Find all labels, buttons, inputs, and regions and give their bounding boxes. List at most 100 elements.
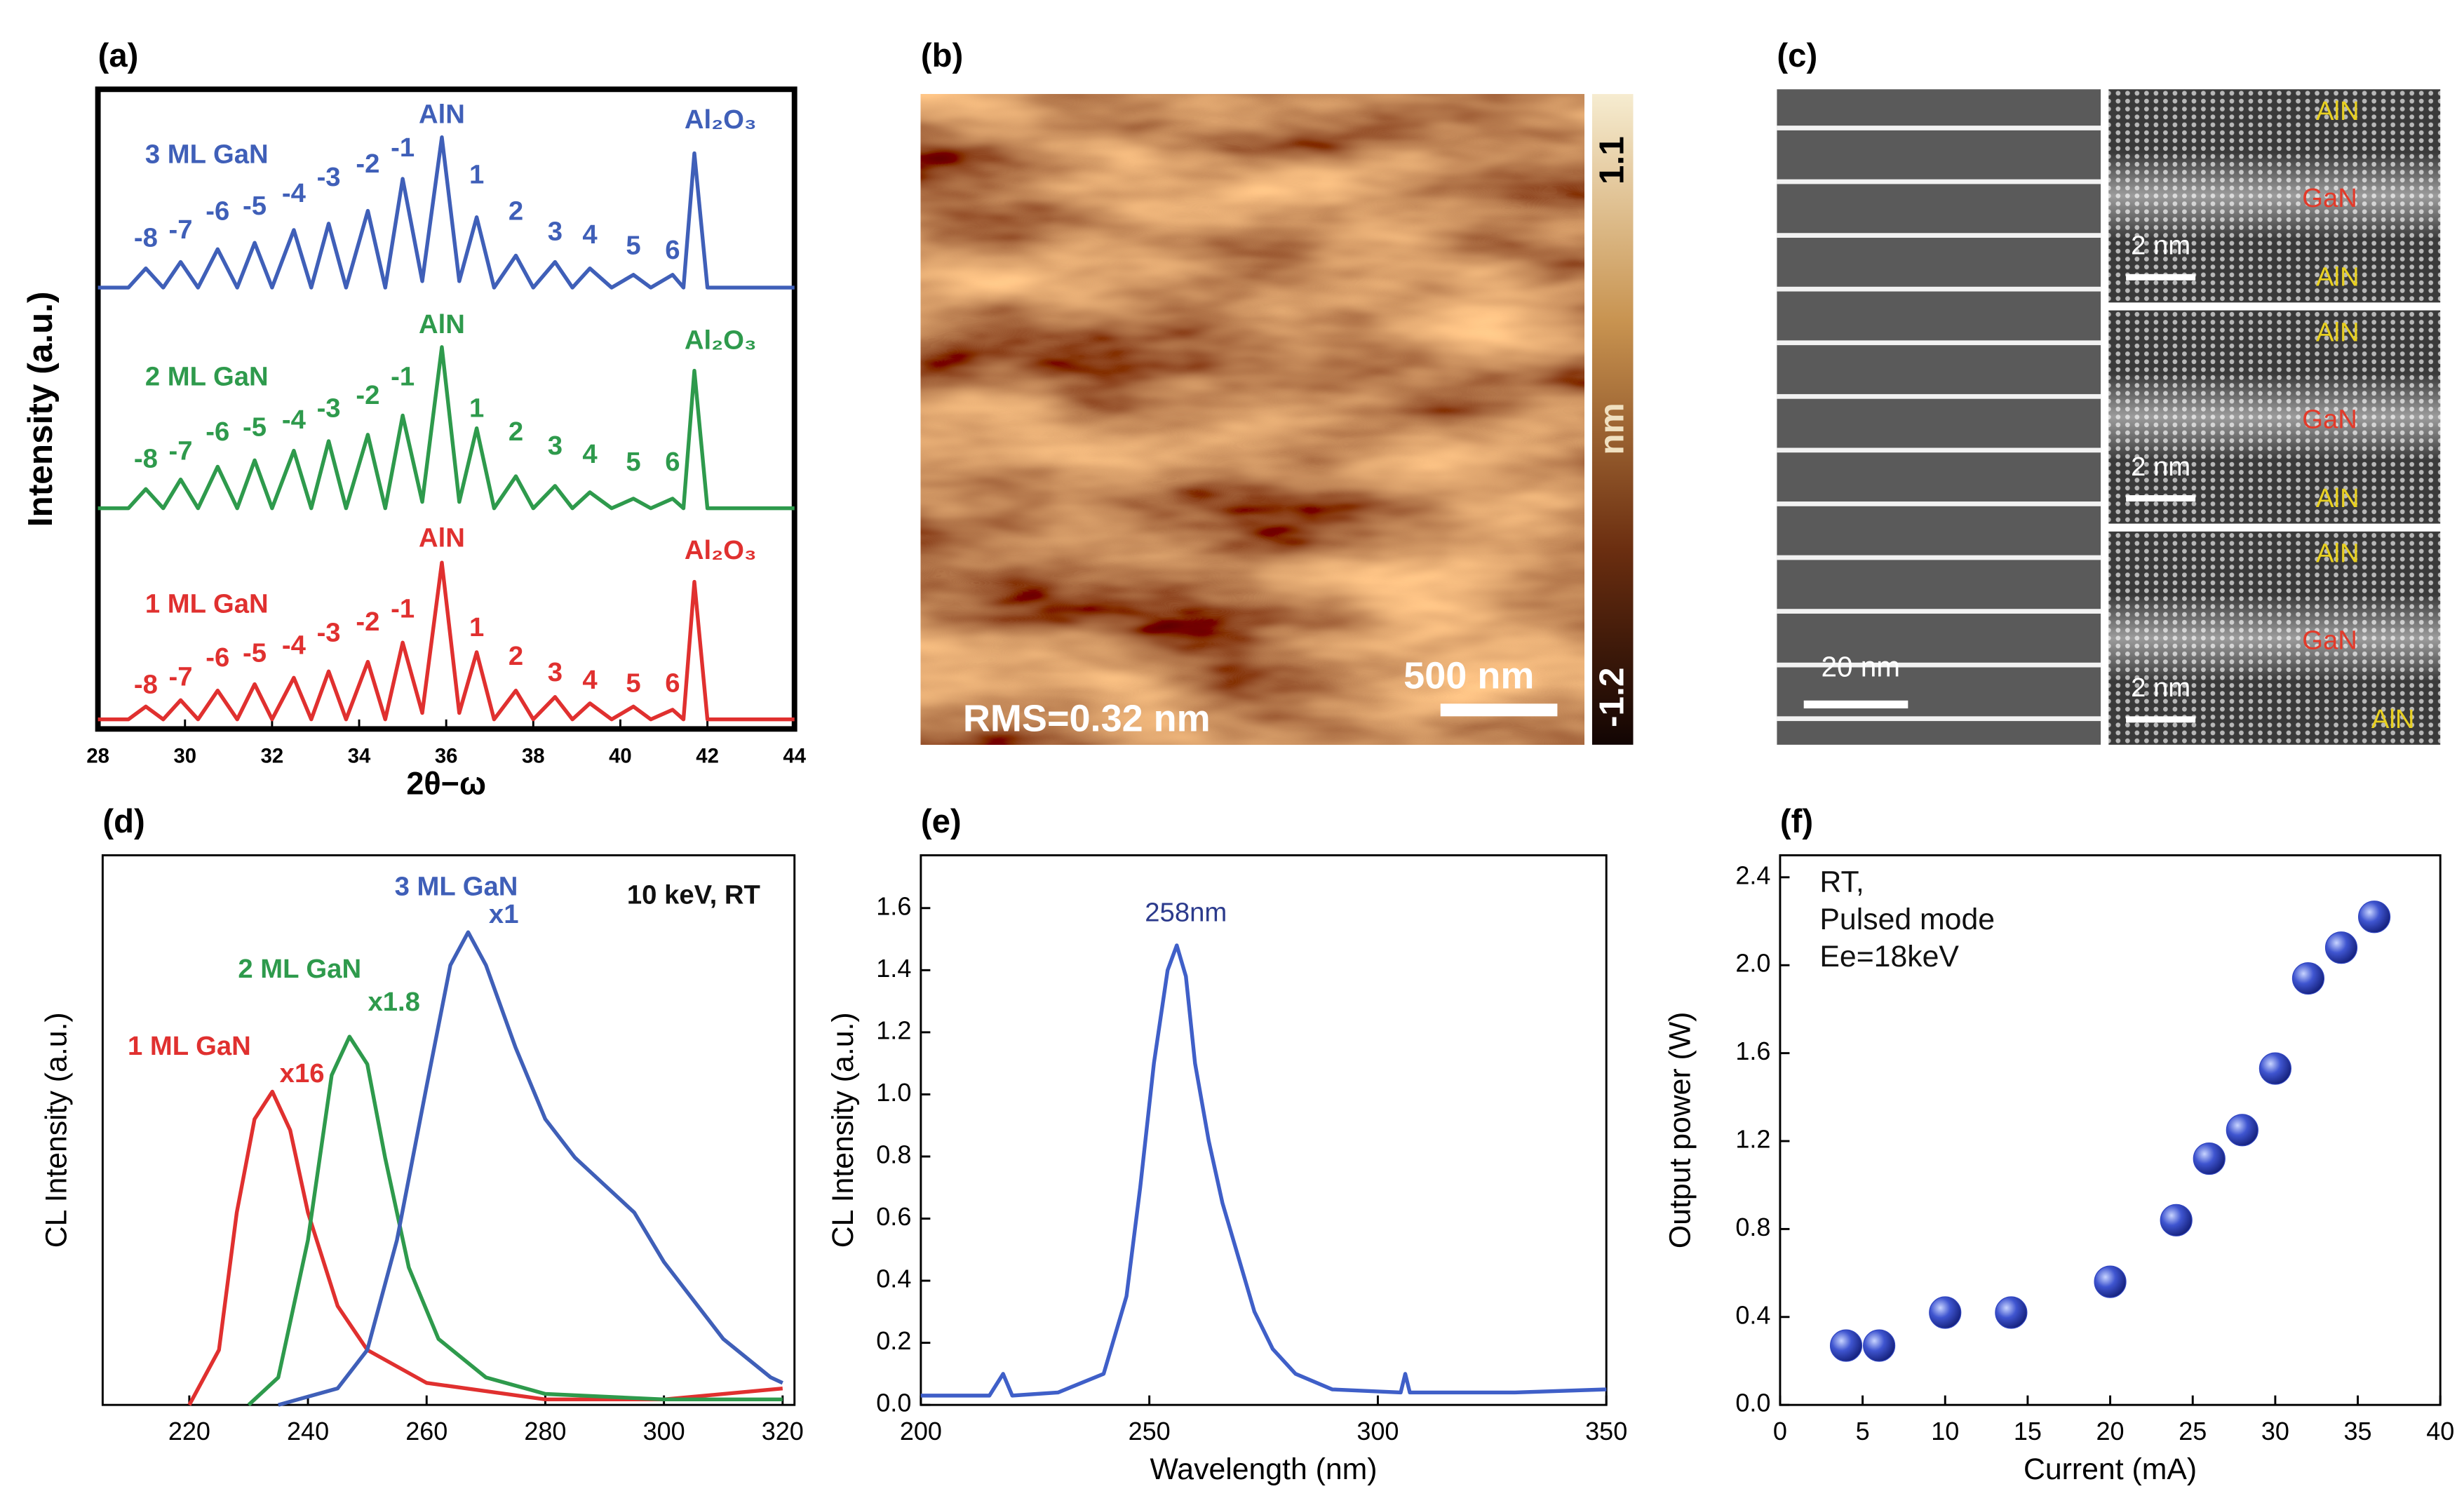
tem-image <box>1777 89 2101 745</box>
colorbar-min: -1.2 <box>1593 668 1631 727</box>
y-tick-label: 1.0 <box>876 1078 911 1107</box>
x-tick-label: 220 <box>168 1417 210 1445</box>
x-tick-label: 28 <box>86 746 109 768</box>
annotation: 2 <box>509 196 523 226</box>
point <box>2358 901 2391 933</box>
annotation: -8 <box>134 223 158 253</box>
x-tick-label: 240 <box>287 1417 329 1445</box>
layer-line <box>1777 340 2101 346</box>
annotation: RT, <box>1819 865 1864 899</box>
series-line <box>278 930 783 1407</box>
x-tick-label: 34 <box>348 746 371 768</box>
layer-line <box>1777 609 2101 614</box>
annotation: AlN <box>419 100 465 130</box>
annotation: 10 keV, RT <box>627 879 760 910</box>
annotation: 1 ML GaN <box>128 1031 251 1061</box>
annotation: -2 <box>356 380 379 410</box>
y-tick-label: 0.8 <box>876 1140 911 1168</box>
annotation: 5 <box>626 447 640 477</box>
annotation: Al₂O₃ <box>685 535 757 565</box>
x-tick-label: 250 <box>1129 1417 1171 1445</box>
annotation: 3 <box>548 217 563 247</box>
layer-line <box>1777 447 2101 453</box>
series-line <box>97 345 795 511</box>
layer-line <box>1777 126 2101 130</box>
annotation: 3 ML GaN <box>395 872 518 902</box>
x-tick-label: 35 <box>2344 1417 2372 1445</box>
x-tick-label: 5 <box>1856 1417 1870 1445</box>
point <box>2193 1142 2226 1175</box>
x-axis-label: Current (mA) <box>2024 1452 2197 1486</box>
annotation: 5 <box>626 668 640 699</box>
series-line <box>247 1034 783 1407</box>
x-tick-label: 40 <box>2426 1417 2454 1445</box>
annotation: -4 <box>282 405 307 435</box>
annotation: 6 <box>665 235 680 265</box>
annotation: 4 <box>582 220 598 250</box>
annotation: 2 ML GaN <box>145 362 269 392</box>
series-line <box>97 135 795 290</box>
annotation: 2 <box>509 641 523 671</box>
annotation: -2 <box>356 149 379 179</box>
y-tick-label: 0.4 <box>876 1265 911 1293</box>
y-tick-label: 1.2 <box>876 1016 911 1044</box>
layer-line <box>1777 662 2101 668</box>
point <box>2094 1265 2127 1298</box>
y-tick-label: 0.6 <box>876 1202 911 1231</box>
y-axis-label: Intensity (a.u.) <box>21 291 60 527</box>
x-tick-label: 30 <box>173 746 196 768</box>
annotation: 6 <box>665 668 680 699</box>
series-line <box>187 1089 783 1406</box>
x-tick-label: 44 <box>783 746 806 768</box>
annotation: 2 <box>509 417 523 447</box>
annotation: -8 <box>134 443 158 473</box>
annotation: -8 <box>134 669 158 699</box>
y-tick-label: 0.8 <box>1735 1213 1770 1241</box>
annotation: Pulsed mode <box>1819 903 1995 936</box>
x-tick-label: 42 <box>696 746 719 768</box>
annotation: -5 <box>243 638 267 668</box>
point <box>1863 1329 1896 1362</box>
inset-band <box>2108 594 2441 682</box>
y-axis-label: Output power (W) <box>1664 1012 1697 1248</box>
y-tick-label: 1.2 <box>1735 1125 1770 1154</box>
annotation: 1 ML GaN <box>145 588 269 619</box>
annotation: -6 <box>206 417 229 447</box>
y-tick-label: 0.0 <box>876 1389 911 1417</box>
scale-bar-label: 2 nm <box>2131 673 2190 703</box>
x-tick-label: 350 <box>1585 1417 1627 1445</box>
scale-bar-label: 2 nm <box>2131 452 2190 482</box>
x-tick-label: 32 <box>261 746 284 768</box>
y-tick-label: 1.4 <box>876 954 911 983</box>
scale-bar-label: 20 nm <box>1821 650 1900 682</box>
x-tick-label: 0 <box>1773 1417 1787 1445</box>
annotation: 3 <box>548 657 563 687</box>
layer-label: GaN <box>2302 183 2357 213</box>
scale-bar <box>2126 495 2196 502</box>
series-line <box>920 943 1607 1398</box>
plot-frame <box>101 854 796 1406</box>
y-tick-label: 2.4 <box>1735 861 1770 889</box>
point <box>2226 1114 2258 1147</box>
tem-background <box>1777 89 2101 745</box>
x-tick-label: 36 <box>435 746 458 768</box>
rms-label: RMS=0.32 nm <box>963 697 1211 739</box>
point <box>2291 962 2325 995</box>
annotation: Ee=18keV <box>1819 940 1959 973</box>
annotation: 6 <box>665 447 680 477</box>
x-tick-label: 38 <box>522 746 545 768</box>
x-tick-label: 20 <box>2096 1417 2125 1445</box>
point <box>1995 1296 2028 1329</box>
layer-label: AlN <box>2316 539 2359 569</box>
annotation: x16 <box>280 1058 325 1088</box>
afm-image <box>920 94 1584 745</box>
annotation: -6 <box>206 642 229 673</box>
x-tick-label: 15 <box>2014 1417 2042 1445</box>
x-tick-label: 260 <box>405 1417 447 1445</box>
annotation: 3 <box>548 431 563 461</box>
y-tick-label: 0.2 <box>876 1326 911 1355</box>
colorbar <box>1591 94 1634 745</box>
annotation: AlN <box>419 309 465 339</box>
annotation: -5 <box>243 191 267 221</box>
